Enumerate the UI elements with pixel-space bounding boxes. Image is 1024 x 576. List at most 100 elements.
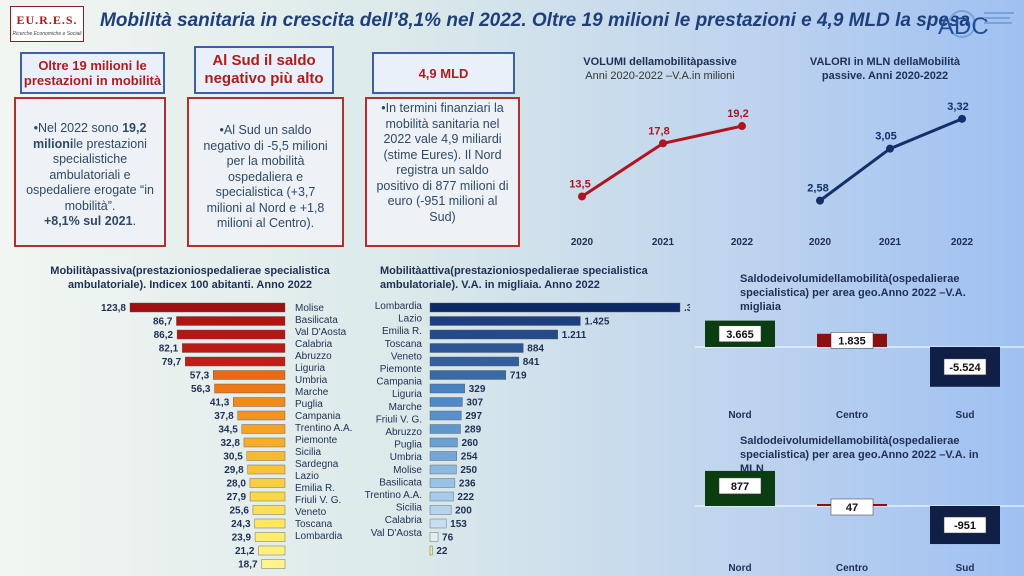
category-label: Piemonte — [380, 364, 423, 375]
data-point — [738, 122, 746, 131]
category-label: Emilia R. — [295, 483, 335, 494]
volumi-line-chart: 13,5 2020 17,8 2021 19,2 2022 — [569, 108, 753, 248]
category-label: Molise — [393, 465, 422, 476]
saldo-volumi-title: Saldodeivolumidellamobilità(ospedalierae… — [740, 273, 966, 313]
saldo-value-label: 877 — [731, 481, 749, 493]
category-label: Emilia R. — [382, 326, 422, 337]
bar-value-label: 79,7 — [162, 357, 182, 368]
saldo-value-label: -951 — [954, 520, 976, 532]
saldo-label-box — [718, 477, 762, 495]
category-label: Liguria — [295, 363, 325, 374]
bar-value-label: 57,3 — [190, 371, 210, 382]
bar — [429, 451, 458, 461]
category-label: Trentino A.A. — [295, 423, 352, 434]
bar — [429, 329, 558, 340]
x-category-label: Sud — [956, 410, 975, 421]
card-3-body: •In termini finanziari la mobilità sanit… — [365, 97, 520, 247]
bar-value-label: 884 — [527, 344, 544, 355]
bar-value-label: 153 — [450, 519, 467, 530]
bar — [213, 370, 286, 380]
saldo-label-box — [830, 498, 874, 516]
bar-value-label: .369 — [684, 303, 690, 314]
bar-value-label: 236 — [459, 479, 476, 490]
bar — [241, 424, 286, 434]
bar-value-label: 329 — [469, 384, 486, 395]
volumi-chart-title: VOLUMI dellamobilitàpassive Anni 2020-202… — [583, 56, 737, 82]
x-tick-label: 2021 — [879, 237, 902, 248]
card-2-body: •Al Sud un saldo negativo di -5,5 milion… — [187, 97, 344, 247]
category-label: Sicilia — [396, 503, 423, 514]
bar-value-label: 86,2 — [154, 330, 174, 341]
bar-value-label: 25,6 — [229, 506, 249, 517]
category-label: Calabria — [385, 515, 423, 526]
category-label: Friuli V. G. — [295, 495, 341, 506]
valori-chart-title: VALORI in MLN dellaMobilità passive. Ann… — [809, 56, 961, 82]
bar — [429, 437, 458, 448]
category-label: Marche — [389, 402, 423, 413]
bar — [237, 410, 286, 421]
bar — [429, 343, 524, 353]
x-category-label: Sud — [956, 563, 975, 574]
bar-value-label: 841 — [523, 357, 540, 368]
category-label: Lazio — [398, 314, 422, 325]
bar-value-label: 200 — [455, 506, 472, 517]
category-label: Molise — [295, 303, 324, 314]
data-label: 19,2 — [727, 108, 748, 120]
bar-value-label: 22 — [436, 546, 448, 557]
bar — [214, 383, 286, 394]
bar-value-label: 56,3 — [191, 384, 211, 395]
category-label: Toscana — [385, 339, 423, 350]
bar — [249, 491, 286, 502]
x-tick-label: 2022 — [951, 237, 974, 248]
bar-value-label: 24,3 — [231, 519, 251, 530]
category-label: Campania — [376, 377, 422, 388]
bar-value-label: 18,7 — [238, 560, 258, 571]
passiva-chart-title: Mobilitàpassiva(prestazioniospedalierae … — [50, 265, 330, 291]
x-category-label: Centro — [836, 563, 868, 574]
bar — [429, 397, 463, 407]
category-label: Umbria — [295, 375, 328, 386]
category-label: Val D'Aosta — [295, 327, 347, 338]
valori-line-chart: 2,58 2020 3,05 2021 3,32 2022 — [807, 101, 974, 248]
bar-value-label: 29,8 — [224, 465, 244, 476]
bar-value-label: 28,0 — [226, 479, 246, 490]
bar — [429, 383, 465, 394]
bar-value-label: 719 — [510, 371, 527, 382]
category-label: Val D'Aosta — [371, 528, 423, 539]
bar — [261, 559, 286, 569]
svg-text:ADC: ADC — [938, 13, 989, 40]
bar — [429, 356, 519, 367]
bar-value-label: 123,8 — [101, 303, 126, 314]
bar — [429, 491, 454, 502]
saldo-value-label: 47 — [846, 502, 858, 514]
bar — [176, 316, 286, 326]
bar — [429, 316, 581, 326]
bar — [258, 545, 286, 556]
category-label: Friuli V. G. — [376, 414, 422, 425]
saldo-mln-title: Saldodeivolumidellamobilità(ospedalierae… — [740, 435, 979, 475]
bar — [254, 532, 286, 542]
bar-value-label: 82,1 — [159, 344, 179, 355]
saldo-label-box — [943, 358, 987, 376]
saldo-value-label: -5.524 — [949, 362, 981, 374]
saldo-value-label: 1.835 — [838, 335, 866, 347]
adc-logo: ADC — [938, 10, 1014, 40]
saldo-mln-chart: 877 Nord 47 Centro -951 Sud — [695, 470, 1024, 574]
category-label: Lombardia — [295, 531, 343, 542]
bar — [185, 356, 286, 367]
data-label: 17,8 — [648, 125, 669, 137]
bar-value-label: 34,5 — [218, 425, 238, 436]
data-label: 13,5 — [569, 178, 590, 190]
card-2-heading: Al Sud il saldo negativo più alto — [194, 46, 334, 94]
bar-value-label: 41,3 — [210, 398, 230, 409]
category-label: Puglia — [295, 399, 323, 410]
category-label: Trentino A.A. — [365, 490, 422, 501]
bar-value-label: 1.211 — [562, 330, 587, 341]
bar — [429, 478, 456, 488]
category-label: Abruzzo — [295, 351, 332, 362]
saldo-volumi-chart: 3.665 Nord 1.835 Centro -5.524 Sud — [695, 320, 1024, 421]
bar — [429, 464, 457, 475]
bar — [243, 437, 286, 448]
category-label: Calabria — [295, 339, 333, 350]
